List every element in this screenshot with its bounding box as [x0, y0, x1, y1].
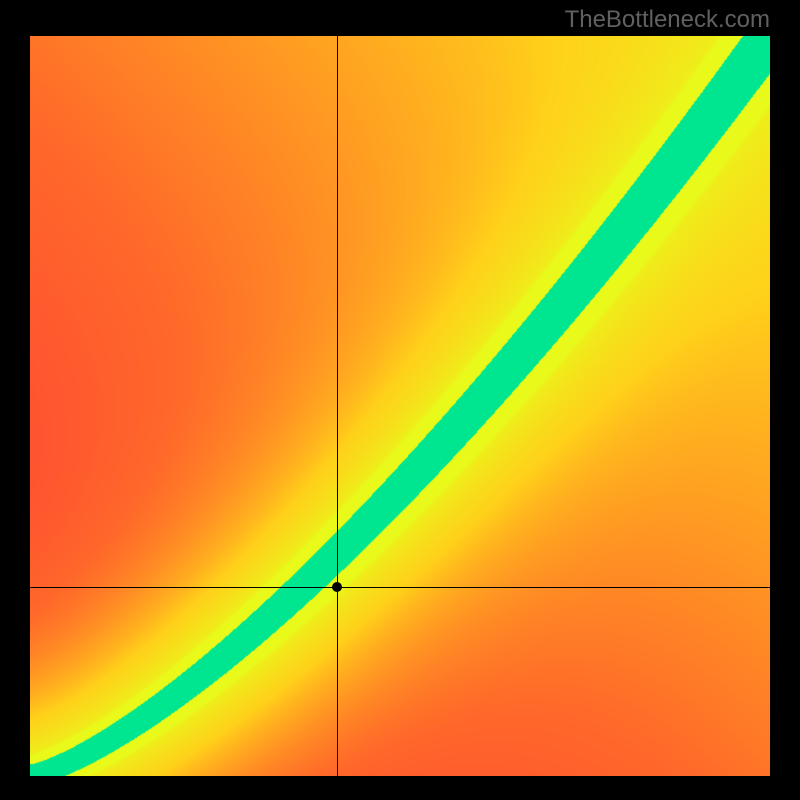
- chart-container: TheBottleneck.com: [0, 0, 800, 800]
- crosshair-horizontal: [30, 587, 770, 588]
- crosshair-vertical: [337, 36, 338, 776]
- plot-area: [30, 36, 770, 776]
- heatmap-canvas: [30, 36, 770, 776]
- marker-dot: [332, 582, 342, 592]
- watermark-text: TheBottleneck.com: [565, 6, 770, 34]
